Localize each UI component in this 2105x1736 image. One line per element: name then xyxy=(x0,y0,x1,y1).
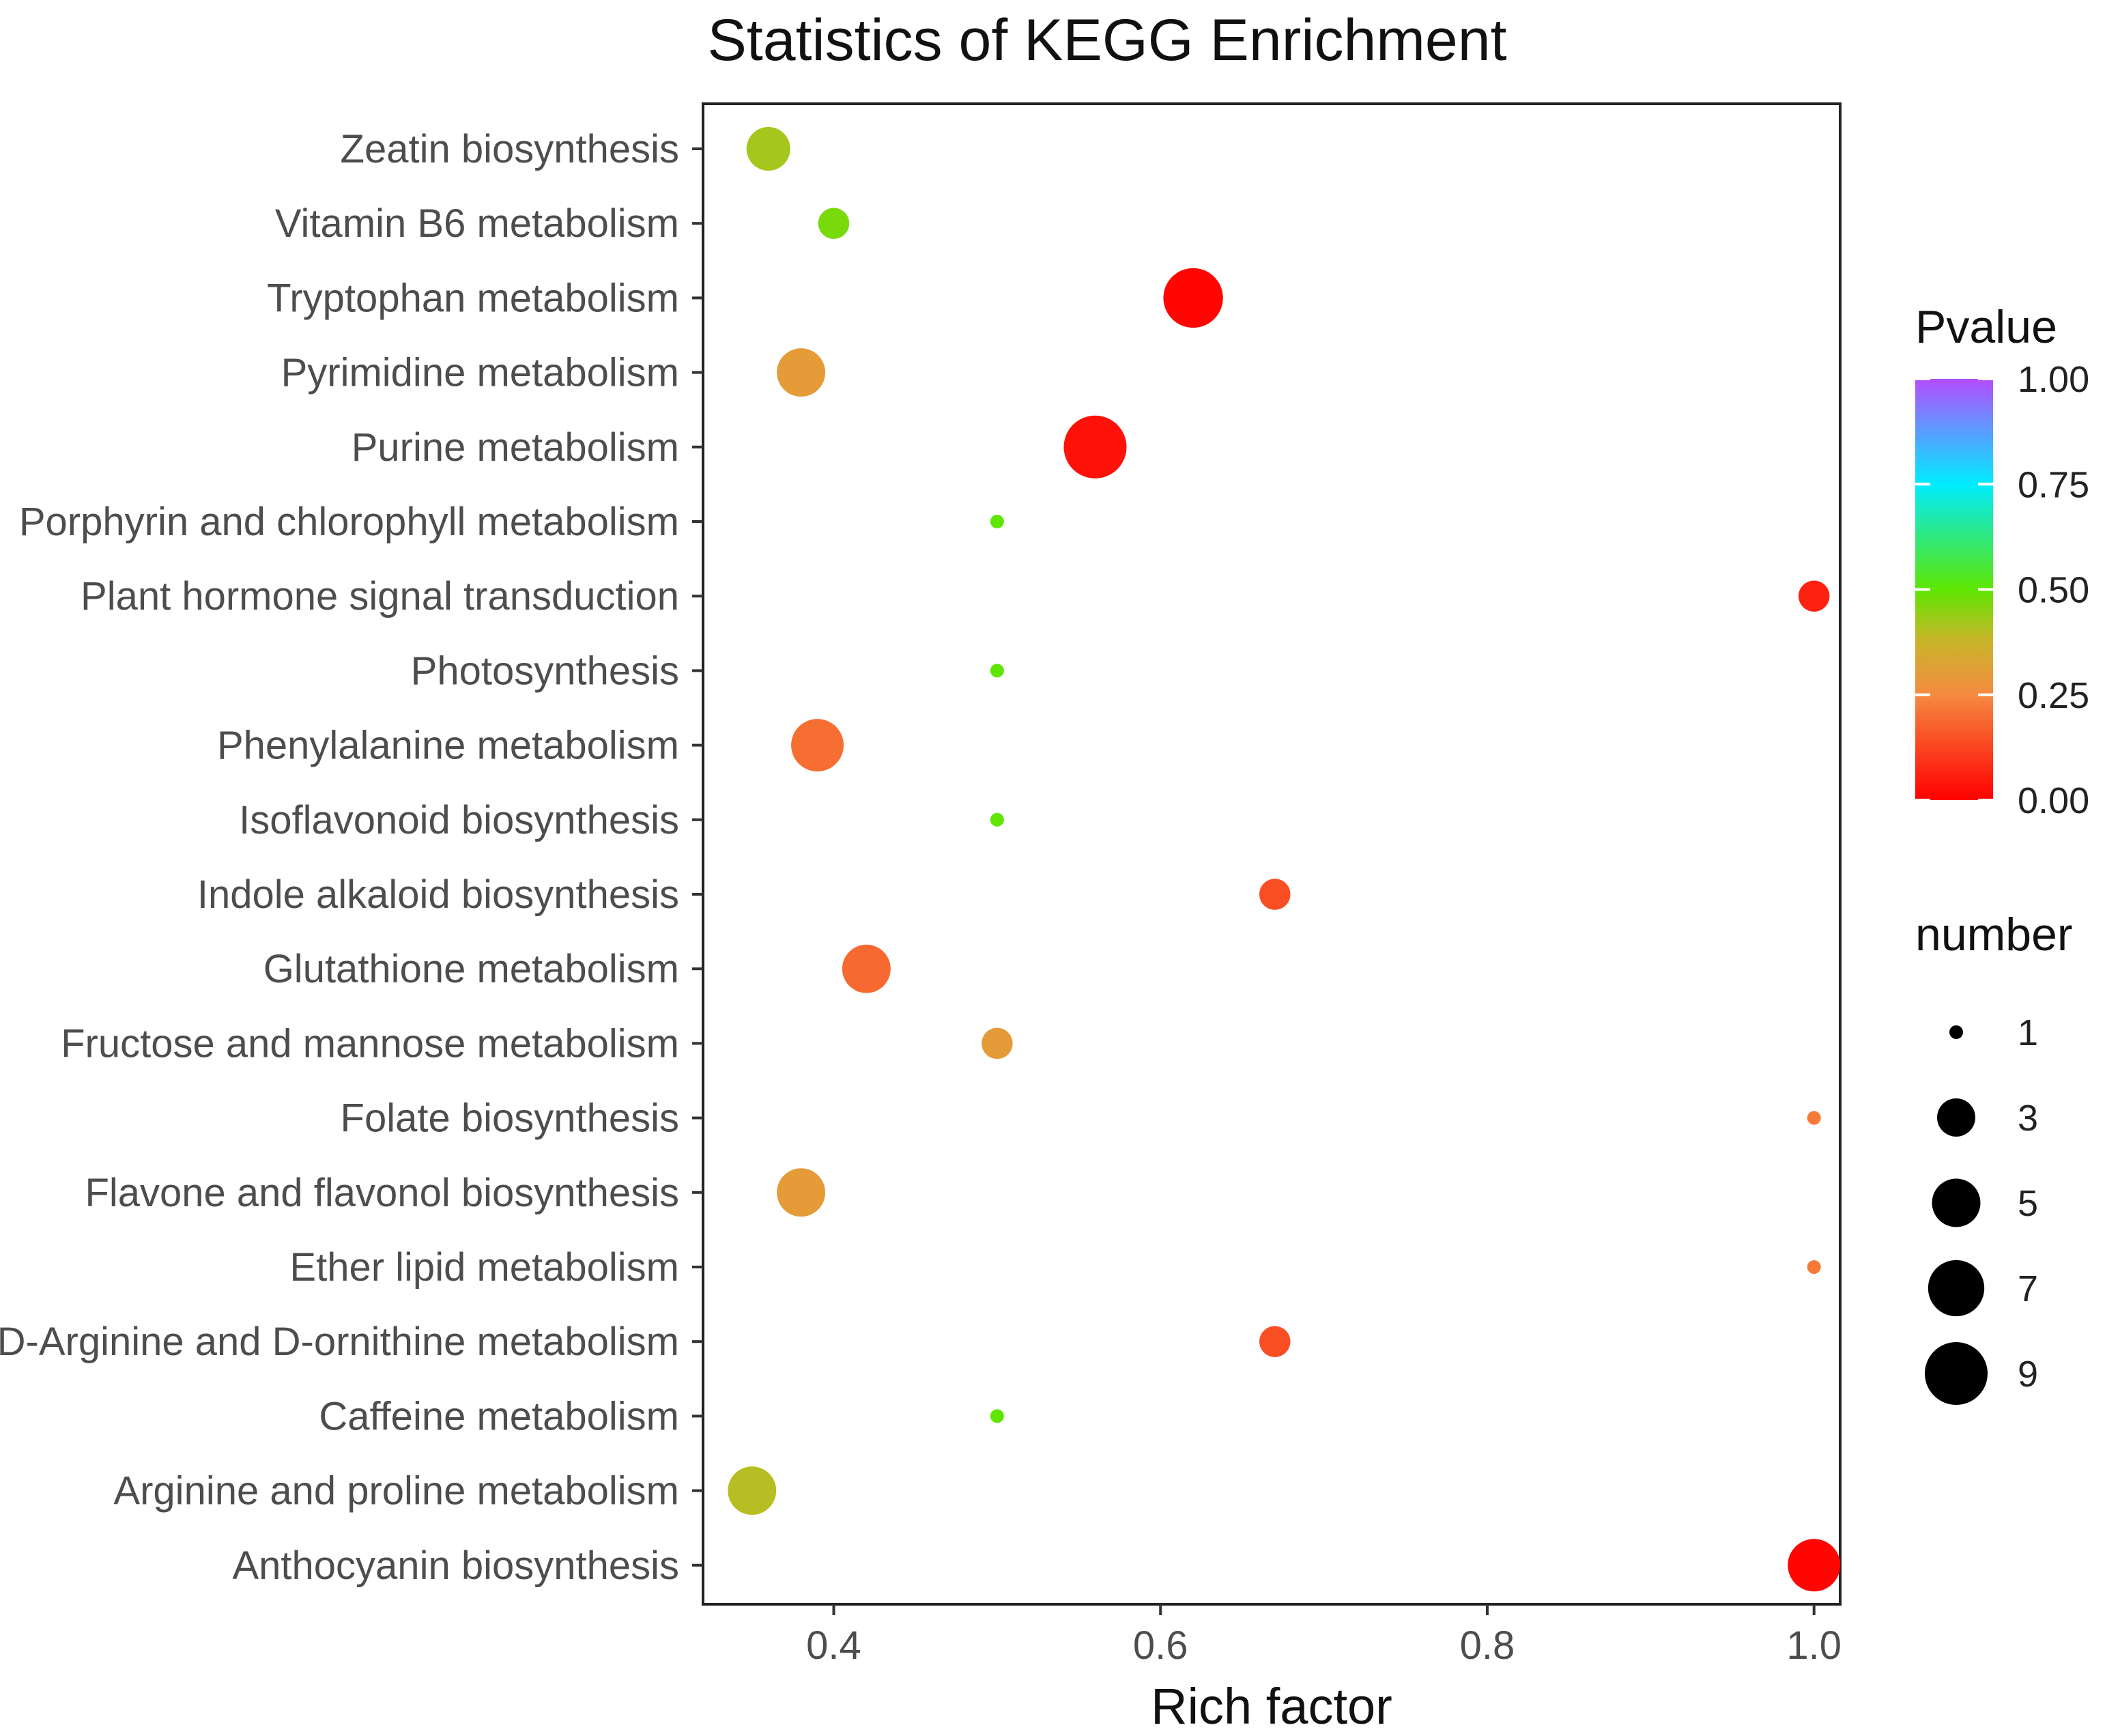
category-labels: Zeatin biosynthesis Vitamin B6 metabolism… xyxy=(0,127,679,1588)
category-label-zeatin-biosynthesis: Zeatin biosynthesis xyxy=(341,127,679,171)
x-axis-tick-labels: 0.4 0.6 0.8 1.0 xyxy=(806,1623,1842,1668)
pvalue-colorbar-labels: 0.00 0.25 0.50 0.75 1.00 xyxy=(2018,359,2089,821)
colorbar-label-0.25: 0.25 xyxy=(2018,675,2089,716)
data-points xyxy=(728,126,1841,1592)
category-label-indole-alkaloid-biosynthesis: Indole alkaloid biosynthesis xyxy=(197,872,679,917)
number-legend-items: 1 3 5 7 9 xyxy=(1925,1012,2038,1405)
point-purine-metabolism xyxy=(1063,415,1127,479)
point-pyrimidine-metabolism xyxy=(777,348,826,397)
number-legend: number 1 3 5 7 9 xyxy=(1915,909,2073,1405)
point-plant-hormone-signal-transduction xyxy=(1798,580,1830,612)
category-label-flavone-and-flavonol-biosynthesis: Flavone and flavonol biosynthesis xyxy=(85,1171,679,1215)
point-porphyrin-and-chlorophyll-metabolism xyxy=(990,515,1004,528)
category-ticks xyxy=(692,147,703,1567)
x-tick-label-1.0: 1.0 xyxy=(1786,1623,1842,1668)
category-label-folate-biosynthesis: Folate biosynthesis xyxy=(341,1096,679,1141)
colorbar-label-1.00: 1.00 xyxy=(2018,359,2089,400)
category-label-isoflavonoid-biosynthesis: Isoflavonoid biosynthesis xyxy=(239,798,679,842)
point-indole-alkaloid-biosynthesis xyxy=(1259,879,1291,910)
number-legend-dot-5 xyxy=(1932,1178,1981,1227)
category-label-porphyrin-and-chlorophyll-metabolism: Porphyrin and chlorophyll metabolism xyxy=(19,500,679,544)
point-photosynthesis xyxy=(990,664,1004,678)
point-fructose-and-mannose-metabolism xyxy=(982,1027,1013,1059)
number-legend-dot-7 xyxy=(1928,1260,1985,1317)
number-legend-title: number xyxy=(1915,909,2073,961)
category-label-tryptophan-metabolism: Tryptophan metabolism xyxy=(267,276,679,320)
point-tryptophan-metabolism xyxy=(1163,268,1223,328)
category-label-anthocyanin-biosynthesis: Anthocyanin biosynthesis xyxy=(232,1543,679,1588)
x-axis-title: Rich factor xyxy=(1151,1678,1392,1735)
x-tick-label-0.4: 0.4 xyxy=(806,1623,861,1668)
point-folate-biosynthesis xyxy=(1807,1111,1821,1125)
x-tick-label-0.6: 0.6 xyxy=(1133,1623,1188,1668)
point-arginine-and-proline-metabolism xyxy=(728,1466,777,1516)
pvalue-legend: Pvalue 0.00 0.25 0.50 0.75 1.00 xyxy=(1915,301,2089,821)
x-tick-label-0.8: 0.8 xyxy=(1460,1623,1515,1668)
point-phenylalanine-metabolism xyxy=(791,719,844,772)
number-legend-label-9: 9 xyxy=(2018,1354,2038,1395)
category-label-caffeine-metabolism: Caffeine metabolism xyxy=(319,1394,679,1438)
point-zeatin-biosynthesis xyxy=(746,126,790,171)
number-legend-dot-3 xyxy=(1937,1098,1975,1137)
colorbar-label-0.50: 0.50 xyxy=(2018,570,2089,611)
colorbar-label-0.00: 0.00 xyxy=(2018,780,2089,821)
category-label-fructose-and-mannose-metabolism: Fructose and mannose metabolism xyxy=(61,1021,679,1066)
colorbar-label-0.75: 0.75 xyxy=(2018,464,2089,505)
point-glutathione-metabolism xyxy=(842,944,891,993)
category-label-phenylalanine-metabolism: Phenylalanine metabolism xyxy=(217,724,679,768)
number-legend-label-5: 5 xyxy=(2018,1183,2038,1224)
point-flavone-and-flavonol-biosynthesis xyxy=(777,1168,826,1217)
plot-panel xyxy=(702,102,1842,1606)
point-ether-lipid-metabolism xyxy=(1807,1260,1821,1274)
category-label-pyrimidine-metabolism: Pyrimidine metabolism xyxy=(281,351,679,395)
x-axis-ticks xyxy=(832,1604,1816,1615)
category-label-photosynthesis: Photosynthesis xyxy=(411,649,679,693)
point-d-arginine-and-d-ornithine-metabolism xyxy=(1259,1326,1291,1357)
point-caffeine-metabolism xyxy=(990,1409,1004,1423)
category-label-plant-hormone-signal-transduction: Plant hormone signal transduction xyxy=(81,574,679,618)
pvalue-colorbar-ticks xyxy=(1915,378,1993,801)
pvalue-legend-title: Pvalue xyxy=(1915,301,2057,353)
category-label-ether-lipid-metabolism: Ether lipid metabolism xyxy=(289,1245,679,1290)
category-label-vitamin-b6-metabolism: Vitamin B6 metabolism xyxy=(275,201,679,246)
point-anthocyanin-biosynthesis xyxy=(1788,1539,1841,1592)
point-isoflavonoid-biosynthesis xyxy=(990,812,1004,827)
point-vitamin-b6-metabolism xyxy=(818,208,850,239)
category-label-glutathione-metabolism: Glutathione metabolism xyxy=(263,947,679,991)
category-label-arginine-and-proline-metabolism: Arginine and proline metabolism xyxy=(113,1469,679,1513)
number-legend-dot-9 xyxy=(1925,1342,1988,1405)
number-legend-label-7: 7 xyxy=(2018,1268,2038,1309)
number-legend-label-3: 3 xyxy=(2018,1098,2038,1139)
category-label-d-arginine-and-d-ornithine-metabolism: D-Arginine and D-ornithine metabolism xyxy=(0,1320,679,1364)
category-label-purine-metabolism: Purine metabolism xyxy=(352,425,679,470)
chart-title: Statistics of KEGG Enrichment xyxy=(708,8,1507,73)
number-legend-dot-1 xyxy=(1949,1025,1963,1039)
number-legend-label-1: 1 xyxy=(2018,1012,2038,1053)
